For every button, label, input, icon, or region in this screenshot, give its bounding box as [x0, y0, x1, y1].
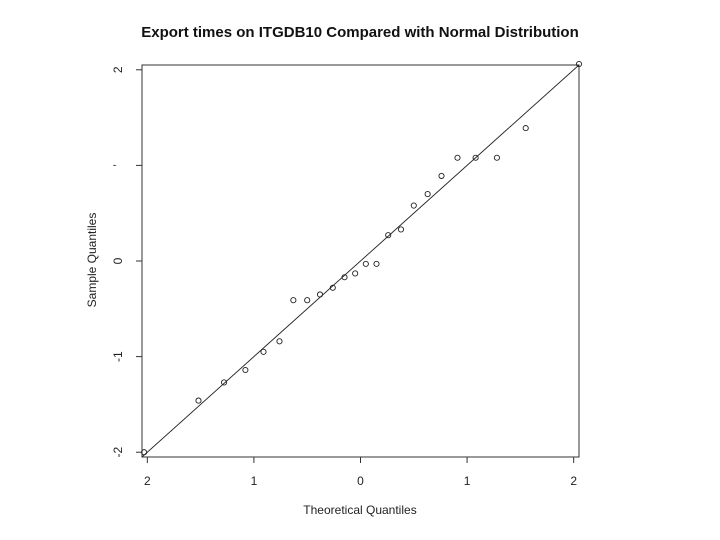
points-layer: [141, 60, 583, 456]
data-point: [385, 232, 392, 239]
y-tick-label: -2: [111, 447, 125, 458]
y-tick-label: -1: [111, 351, 125, 362]
data-point: [221, 379, 228, 386]
data-point: [522, 125, 529, 132]
data-point: [242, 366, 249, 374]
data-point: [341, 274, 348, 281]
data-point: [290, 297, 297, 304]
reference-line: [142, 65, 579, 457]
data-point: [454, 154, 461, 161]
data-point: [575, 60, 583, 68]
x-axis-label: Theoretical Quantiles: [303, 503, 416, 517]
data-point: [304, 297, 311, 304]
data-point: [362, 260, 369, 267]
x-axis: 2 1 0 1 2: [144, 457, 577, 488]
y-tick-label: 0: [111, 257, 125, 264]
data-point: [373, 260, 380, 267]
data-point: [329, 284, 336, 291]
x-tick-label: 1: [464, 474, 471, 488]
data-point: [424, 191, 431, 198]
y-axis-label: Sample Quantiles: [85, 213, 99, 308]
data-point: [260, 348, 267, 355]
reference-line-layer: [142, 65, 579, 457]
data-point: [195, 397, 202, 404]
data-point: [472, 154, 479, 161]
data-point: [397, 226, 405, 233]
x-tick-label: 1: [251, 474, 258, 488]
data-point: [438, 172, 445, 179]
x-tick-label: 2: [570, 474, 577, 488]
data-point: [316, 291, 324, 298]
y-axis: -2 -1 0 ’ 2: [111, 66, 142, 458]
data-point: [410, 202, 417, 209]
x-tick-label: 2: [144, 474, 151, 488]
y-tick-label: ’: [111, 164, 125, 167]
data-point: [493, 154, 500, 161]
y-tick-label: 2: [111, 66, 125, 73]
data-point: [276, 338, 283, 345]
data-point: [352, 270, 359, 277]
x-tick-label: 0: [357, 474, 364, 488]
chart-title: Export times on ITGDB10 Compared with No…: [141, 24, 579, 41]
data-point: [141, 449, 148, 456]
